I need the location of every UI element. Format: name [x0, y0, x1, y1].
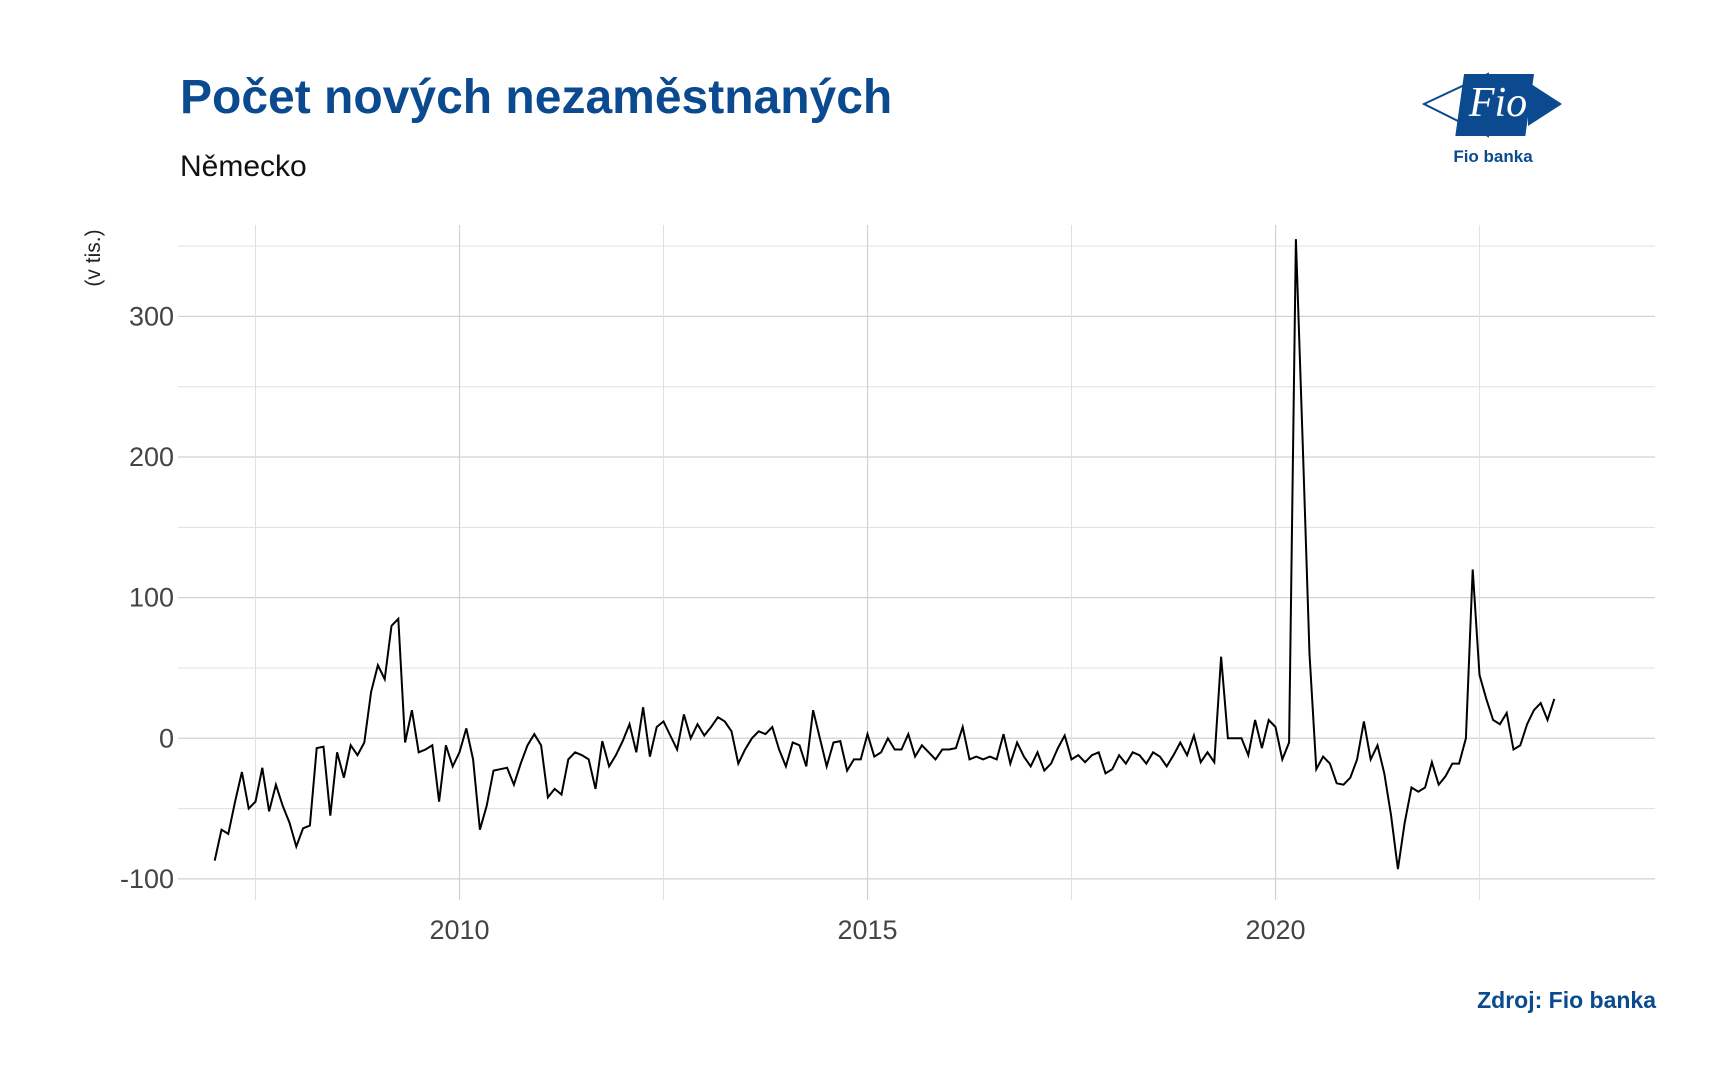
chart-subtitle: Německo: [180, 150, 307, 183]
y-tick-label: 300: [129, 301, 174, 331]
x-tick-label: 2015: [837, 915, 897, 945]
y-axis-label: (v tis.): [82, 229, 105, 286]
x-tick-label: 2020: [1246, 915, 1306, 945]
y-tick-labels: -100 0 100 200 300: [120, 301, 174, 894]
y-tick-label: -100: [120, 864, 174, 894]
fio-logo-icon: Fio: [1421, 72, 1562, 138]
x-tick-label: 2010: [429, 915, 489, 945]
source-note: Zdroj: Fio banka: [1477, 987, 1656, 1013]
logo-caption: Fio banka: [1453, 147, 1533, 166]
y-tick-label: 200: [129, 442, 174, 472]
x-tick-labels: 2010 2015 2020: [429, 915, 1305, 945]
y-tick-label: 100: [129, 583, 174, 613]
series-line: [213, 239, 1556, 870]
logo-text: Fio: [1468, 80, 1527, 126]
grid: [178, 225, 1655, 900]
chart-title: Počet nových nezaměstnaných: [180, 71, 893, 124]
y-tick-label: 0: [159, 723, 174, 753]
